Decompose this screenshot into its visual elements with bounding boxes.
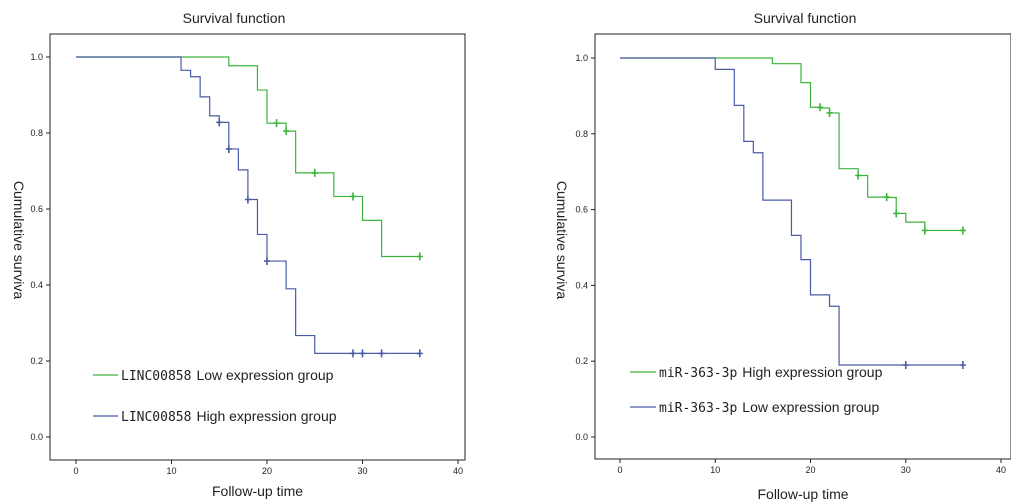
legend-label: LINC00858 High expression group bbox=[121, 408, 337, 425]
y-tick-label: 1.0 bbox=[30, 52, 43, 62]
legend-label-gene: miR-363-3p bbox=[659, 401, 737, 416]
censor-mark bbox=[893, 209, 900, 218]
y-axis-label: Cumulative surviva bbox=[554, 181, 570, 299]
y-tick-label: 0.4 bbox=[30, 280, 43, 290]
y-tick-label: 0.8 bbox=[30, 128, 43, 138]
x-axis-label: Follow-up time bbox=[757, 486, 848, 502]
x-tick-label: 30 bbox=[357, 466, 367, 476]
x-tick-label: 10 bbox=[166, 466, 176, 476]
y-axis-label: Cumulative surviva bbox=[11, 181, 27, 299]
censor-mark bbox=[283, 127, 290, 136]
censor-mark bbox=[416, 349, 423, 358]
censor-mark bbox=[826, 108, 833, 117]
plot-frame bbox=[49, 33, 466, 461]
censor-mark bbox=[264, 257, 270, 266]
x-tick-label: 10 bbox=[710, 465, 720, 475]
survival-curve-series-0 bbox=[620, 57, 963, 232]
x-tick-label: 40 bbox=[453, 466, 463, 476]
legend-label: miR-363-3p Low expression group bbox=[659, 399, 879, 416]
x-tick-label: 40 bbox=[996, 465, 1006, 475]
censor-mark bbox=[349, 192, 356, 201]
legend-label-gene: LINC00858 bbox=[121, 410, 191, 425]
censor-mark bbox=[216, 118, 223, 127]
censor-mark bbox=[378, 349, 385, 358]
y-tick-label: 0.2 bbox=[30, 356, 43, 366]
y-tick-label: 0.0 bbox=[575, 432, 588, 442]
censor-mark bbox=[817, 103, 824, 112]
survival-curve-series-0 bbox=[76, 56, 420, 258]
y-tick-label: 0.8 bbox=[575, 129, 588, 139]
x-tick-label: 30 bbox=[901, 465, 911, 475]
censor-mark bbox=[921, 226, 928, 235]
survival-chart-left: Survival function 0 10 20 30 40 0.0 0.2 0.4 0.6 0.… bbox=[11, 10, 466, 499]
legend-label-group: Low expression group bbox=[742, 399, 879, 415]
legend-label: miR-363-3p High expression group bbox=[659, 364, 883, 381]
x-tick-label: 20 bbox=[805, 465, 815, 475]
censor-mark bbox=[902, 360, 909, 369]
censor-mark bbox=[225, 144, 232, 153]
x-tick-label: 0 bbox=[73, 466, 78, 476]
survival-curve-series-1 bbox=[76, 56, 420, 354]
y-tick-label: 0.0 bbox=[30, 432, 43, 442]
y-tick-label: 0.6 bbox=[575, 205, 588, 215]
censor-mark bbox=[416, 252, 423, 261]
censor-mark bbox=[244, 195, 251, 204]
censor-mark bbox=[359, 349, 366, 358]
survival-chart-right: Survival function 0 10 20 30 40 0.0 0.2 0.4 0.6 0.… bbox=[554, 10, 1011, 502]
censor-mark bbox=[883, 193, 890, 202]
y-tick-label: 0.4 bbox=[575, 280, 588, 290]
x-tick-label: 0 bbox=[617, 465, 622, 475]
x-axis-label: Follow-up time bbox=[212, 483, 303, 499]
legend-label-group: Low expression group bbox=[196, 367, 333, 383]
legend-label: LINC00858 Low expression group bbox=[121, 367, 334, 384]
censor-mark bbox=[349, 349, 356, 358]
plot-frame bbox=[594, 33, 1011, 460]
x-tick-label: 20 bbox=[262, 466, 272, 476]
y-tick-label: 0.6 bbox=[30, 204, 43, 214]
legend-label-gene: miR-363-3p bbox=[659, 366, 737, 381]
censor-mark bbox=[273, 119, 280, 128]
chart-title: Survival function bbox=[183, 10, 286, 26]
censor-mark bbox=[959, 226, 966, 235]
censor-mark bbox=[855, 171, 862, 180]
legend-label-group: High expression group bbox=[196, 408, 336, 424]
legend-label-gene: LINC00858 bbox=[121, 369, 191, 384]
chart-title: Survival function bbox=[754, 10, 857, 26]
legend-label-group: High expression group bbox=[742, 364, 882, 380]
survival-curve-series-1 bbox=[620, 57, 963, 366]
y-tick-label: 1.0 bbox=[575, 53, 588, 63]
y-tick-label: 0.2 bbox=[575, 356, 588, 366]
censor-mark bbox=[311, 168, 318, 177]
censor-mark bbox=[959, 360, 966, 369]
